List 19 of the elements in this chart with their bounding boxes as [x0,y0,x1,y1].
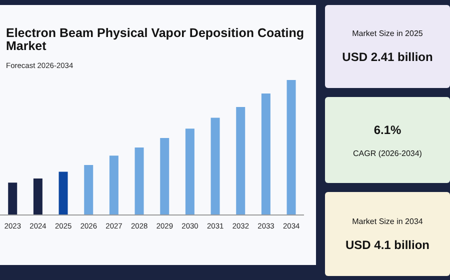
text: Market Size in 2025 [352,29,423,38]
text: CAGR (2026-2034) [353,148,422,158]
bar [286,80,296,215]
bar [134,148,144,215]
bar [160,138,170,215]
bar [58,172,68,215]
bar [261,94,270,215]
chart-title: Electron Beam Physical Vapor Deposition Coating Market [6,26,305,53]
text: USD 2.41 billion [342,50,433,64]
bar [84,165,94,215]
bar [8,182,18,215]
bar [210,118,220,215]
text: Market Size in 2034 [352,216,423,226]
text: 6.1% [374,122,402,136]
bar [109,156,118,215]
text: USD 4.1 billion [345,238,430,252]
bar [33,178,42,215]
bar [236,107,246,215]
bar [185,128,194,215]
